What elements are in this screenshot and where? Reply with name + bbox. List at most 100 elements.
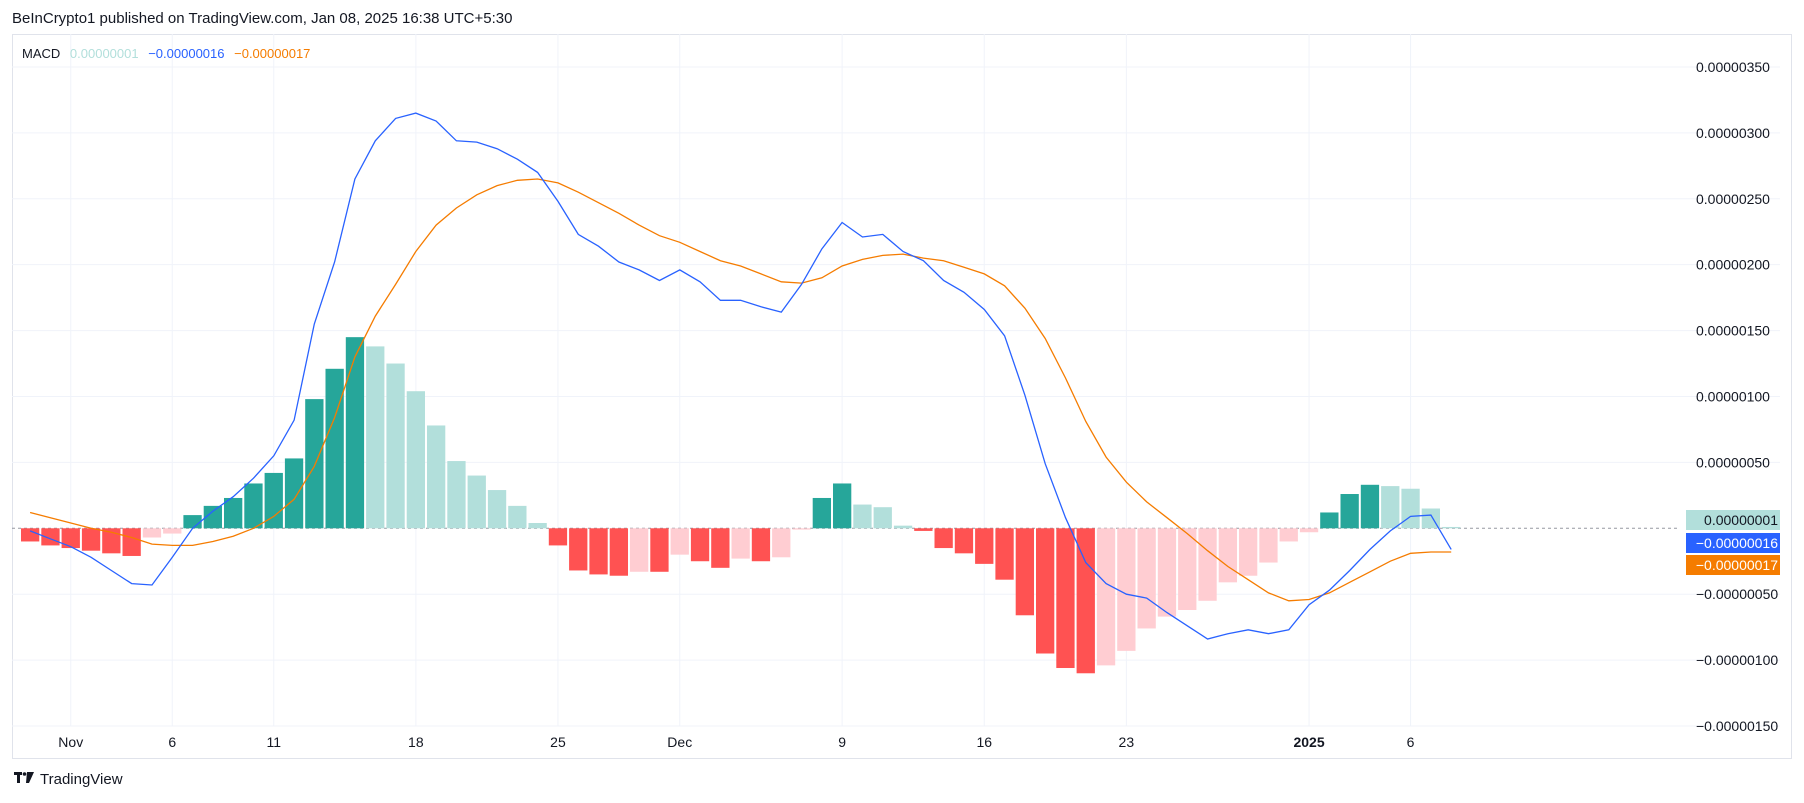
x-tick-label: 18 bbox=[408, 734, 424, 750]
histogram-bar bbox=[1036, 528, 1055, 654]
histogram-bar bbox=[1157, 528, 1177, 617]
y-tick-label: −0.00000100 bbox=[1696, 652, 1778, 668]
histogram-bar bbox=[345, 337, 365, 529]
histogram-bar bbox=[893, 525, 913, 529]
histogram-bar bbox=[690, 528, 710, 562]
price-label-signal: −0.00000017 bbox=[1696, 557, 1778, 573]
histogram-bar bbox=[1137, 528, 1156, 629]
histogram-bar bbox=[183, 515, 202, 529]
histogram-bar bbox=[467, 475, 486, 529]
histogram-bar bbox=[203, 505, 222, 529]
histogram-bar bbox=[609, 528, 628, 576]
histogram-bar bbox=[1117, 528, 1136, 651]
histogram-bar bbox=[81, 528, 101, 551]
histogram-bar bbox=[1096, 528, 1116, 666]
histogram-bar bbox=[711, 528, 730, 568]
histogram-bar bbox=[102, 528, 121, 554]
tradingview-logo-shape bbox=[14, 772, 34, 783]
histogram-bar bbox=[772, 528, 791, 558]
histogram-bar bbox=[1056, 528, 1075, 669]
histogram-bar bbox=[61, 528, 80, 549]
histogram-bar bbox=[812, 497, 831, 529]
histogram-bar bbox=[366, 346, 385, 529]
histogram-bar bbox=[1178, 528, 1197, 611]
histogram-bar bbox=[975, 528, 994, 564]
y-tick-label: 0.00000100 bbox=[1696, 388, 1770, 404]
x-tick-label: 6 bbox=[168, 734, 176, 750]
histogram-bar bbox=[508, 505, 527, 529]
price-label-histogram: 0.00000001 bbox=[1704, 512, 1778, 528]
y-tick-label: 0.00000350 bbox=[1696, 59, 1770, 75]
histogram-bar bbox=[548, 528, 568, 546]
price-label-histogram-bg bbox=[1686, 510, 1780, 530]
histogram-bar bbox=[325, 368, 344, 529]
footer-brand-label: TradingView bbox=[40, 771, 123, 788]
histogram-bar bbox=[427, 425, 446, 529]
histogram-bar bbox=[406, 391, 425, 529]
histogram-bar bbox=[1198, 528, 1217, 601]
histogram-bar bbox=[670, 528, 689, 555]
histogram-bar bbox=[954, 528, 974, 554]
histogram-bar bbox=[1076, 528, 1095, 674]
histogram-bar bbox=[1360, 484, 1380, 529]
publish-header: BeInCrypto1 published on TradingView.com… bbox=[12, 10, 513, 27]
x-tick-label: 23 bbox=[1119, 734, 1135, 750]
legend-signal-value: −0.00000017 bbox=[234, 46, 311, 61]
x-tick-label: Nov bbox=[58, 734, 83, 750]
histogram-bar bbox=[1381, 486, 1400, 529]
chart-legend: MACD 0.00000001 −0.00000016 −0.00000017 bbox=[22, 46, 316, 61]
histogram-bar bbox=[569, 528, 588, 571]
tradingview-logo-icon bbox=[14, 771, 34, 788]
x-tick-label: 25 bbox=[550, 734, 566, 750]
histogram-bar bbox=[386, 363, 405, 529]
price-label-macd: −0.00000016 bbox=[1696, 535, 1778, 551]
x-tick-label: Dec bbox=[667, 734, 692, 750]
y-tick-label: 0.00000150 bbox=[1696, 323, 1770, 339]
histogram-bar bbox=[1320, 512, 1339, 529]
y-tick-label: −0.00000050 bbox=[1696, 586, 1778, 602]
histogram-bar bbox=[853, 504, 872, 529]
histogram-bar bbox=[1442, 526, 1461, 529]
histogram-bar bbox=[1218, 528, 1237, 583]
histogram-bar bbox=[1299, 528, 1319, 533]
histogram-bar bbox=[284, 458, 304, 529]
histogram-bar bbox=[244, 483, 263, 529]
y-tick-label: 0.00000300 bbox=[1696, 125, 1770, 141]
legend-histogram-value: 0.00000001 bbox=[69, 46, 139, 61]
histogram-bar bbox=[1279, 528, 1298, 542]
histogram-bar bbox=[914, 528, 933, 531]
histogram-bar bbox=[1259, 528, 1278, 563]
histogram-bar bbox=[833, 483, 852, 529]
histogram-bar bbox=[142, 528, 162, 538]
histogram-bar bbox=[264, 472, 283, 529]
y-tick-label: 0.00000200 bbox=[1696, 257, 1770, 273]
histogram-bar bbox=[163, 528, 182, 534]
histogram-bar bbox=[873, 507, 892, 529]
histogram-bar bbox=[751, 528, 771, 562]
legend-macd-value: −0.00000016 bbox=[148, 46, 225, 61]
x-tick-label: 9 bbox=[838, 734, 846, 750]
x-tick-label: 16 bbox=[976, 734, 992, 750]
histogram-bar bbox=[1340, 494, 1359, 529]
signal-line bbox=[29, 178, 1452, 602]
histogram-bar bbox=[447, 461, 466, 529]
price-label-signal-bg bbox=[1686, 555, 1780, 575]
histogram-bar bbox=[122, 528, 141, 556]
histogram-bar bbox=[305, 399, 324, 529]
histogram-bar bbox=[21, 528, 40, 542]
x-tick-label: 11 bbox=[266, 734, 281, 750]
footer-brand[interactable]: TradingView bbox=[14, 771, 123, 788]
histogram-bar bbox=[487, 490, 507, 529]
histogram-bar bbox=[1401, 488, 1420, 529]
x-tick-label: 2025 bbox=[1293, 734, 1324, 750]
histogram-bar bbox=[731, 528, 750, 559]
histogram-bar bbox=[224, 497, 243, 529]
histogram-bar bbox=[995, 528, 1014, 580]
histogram-bar bbox=[1015, 528, 1034, 616]
histogram-bar bbox=[630, 528, 649, 572]
histogram-bar bbox=[589, 528, 608, 575]
histogram-bar bbox=[934, 528, 953, 549]
legend-title: MACD bbox=[22, 46, 61, 61]
histogram-bar bbox=[792, 528, 811, 530]
